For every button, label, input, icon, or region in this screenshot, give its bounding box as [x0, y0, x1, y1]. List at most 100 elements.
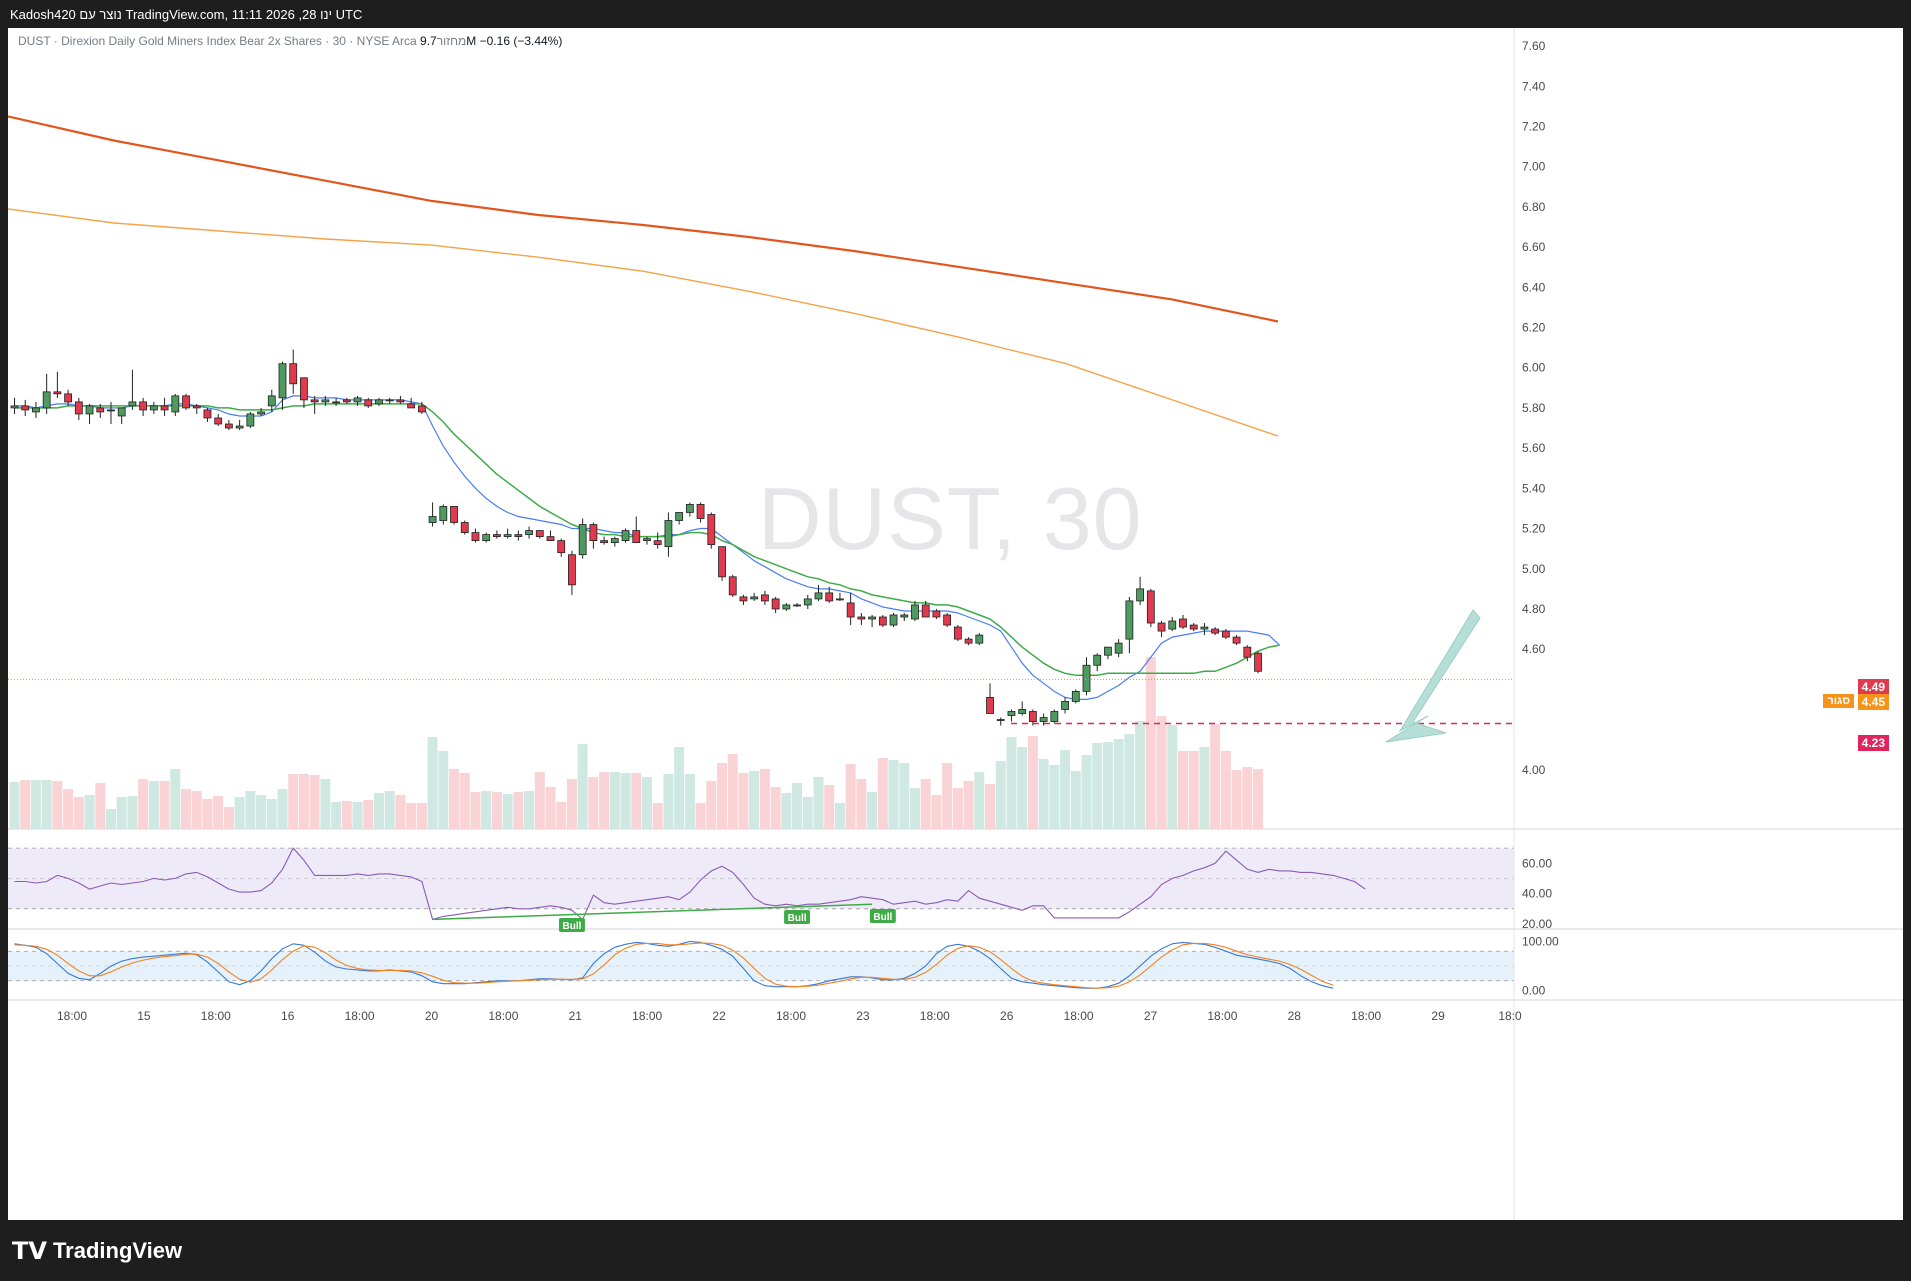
candle [1093, 653, 1102, 672]
candle-body [1243, 646, 1252, 658]
candle [1189, 623, 1198, 632]
volume-bar [781, 793, 792, 829]
candle-body [857, 616, 866, 620]
stoch-tick-label: 100.00 [1522, 934, 1559, 948]
candle-body [911, 604, 919, 620]
volume-bar [416, 803, 427, 829]
candle-body [878, 616, 887, 626]
time-tick-label: 23 [856, 1009, 870, 1023]
candle-body [224, 423, 233, 429]
candle-body [1104, 646, 1112, 656]
volume-bar [1242, 767, 1253, 829]
candle [932, 608, 941, 620]
candle [471, 528, 480, 543]
time-tick-label: 18:00 [345, 1009, 375, 1023]
bull-label-box [558, 918, 585, 932]
prev-close-tag: 4.45 [1857, 694, 1889, 710]
candle [578, 518, 587, 559]
time-tick-label: 18:00 [1351, 1009, 1381, 1023]
candle-body [1189, 624, 1198, 630]
candle [535, 530, 544, 539]
candle [793, 602, 801, 607]
symbol-watermark: DUST, 30 [758, 469, 1143, 568]
candle-body [32, 407, 40, 413]
candle-body [846, 602, 855, 618]
candle [1071, 689, 1080, 704]
candle [825, 586, 834, 603]
candles-layer [10, 349, 1280, 726]
volume-bar [620, 773, 631, 829]
candle [450, 506, 458, 525]
candle [439, 504, 448, 525]
price-tick-label: 4.00 [1522, 763, 1546, 777]
volume-bar [459, 773, 470, 829]
candle [1232, 635, 1241, 646]
candle [1221, 629, 1230, 640]
rsi-pane: Bull Bull Bull [8, 847, 1514, 932]
candle [868, 614, 876, 628]
price-tick-label: 5.20 [1522, 522, 1546, 536]
volume-bar [202, 799, 213, 829]
candle-body [546, 536, 555, 542]
candle-body [1146, 590, 1155, 624]
chart-area[interactable]: Bull Bull Bull 7.60 7.40 7.20 7.00 6.80 6.60 6.4… [8, 28, 1903, 1220]
candle-body [96, 407, 105, 413]
candle [128, 369, 137, 410]
volume-bar [663, 774, 674, 829]
volume-bar [1220, 751, 1231, 829]
candle-body [932, 610, 941, 618]
candle-body [793, 604, 801, 607]
volume-bar [1253, 769, 1264, 829]
tradingview-logo-icon: 𝗧𝗩 [12, 1237, 47, 1265]
bull-divergence-marker: Bull [558, 918, 585, 932]
candle [74, 397, 83, 420]
legend-volume-label: מחזור [436, 34, 467, 48]
ma-long-red-line [8, 115, 1279, 323]
candle [921, 600, 930, 618]
candle [1050, 709, 1059, 724]
volume-bar [1081, 755, 1092, 829]
arrow-shape [1385, 609, 1481, 743]
candle-body [814, 592, 823, 600]
candle [953, 625, 962, 642]
volume-bar [1188, 751, 1199, 829]
candle [996, 717, 1005, 726]
bull-label-text: Bull [562, 921, 581, 932]
candle [482, 532, 491, 543]
volume-bar [813, 777, 824, 829]
chart-canvas[interactable]: Bull Bull Bull 7.60 7.40 7.20 7.00 6.80 6.60 6.4… [8, 28, 1903, 1220]
candle-body [1168, 620, 1177, 630]
volume-bar [159, 781, 170, 829]
candle-body [610, 538, 619, 544]
candle-body [492, 534, 501, 537]
candle [653, 532, 662, 549]
candle [160, 397, 169, 416]
candle [300, 377, 308, 408]
candle [911, 600, 919, 622]
price-tick-label: 6.60 [1522, 240, 1546, 254]
candle [353, 395, 362, 406]
candle [192, 403, 201, 414]
candle [771, 596, 780, 613]
candle-body [300, 377, 308, 401]
volume-bar [867, 792, 878, 829]
volume-bar [181, 789, 192, 829]
candle [621, 528, 630, 543]
candle-body [578, 524, 587, 556]
candle [761, 590, 769, 605]
ma-long-orange-line [8, 208, 1279, 437]
volume-bar [170, 769, 181, 829]
volume-bar [588, 777, 599, 829]
volume-bar [695, 803, 706, 829]
candle-body [1232, 636, 1241, 644]
volume-bar [116, 797, 127, 829]
volume-bar [256, 795, 267, 829]
symbol-legend[interactable]: DUST · Direxion Daily Gold Miners Index … [18, 34, 563, 48]
candle [525, 526, 533, 539]
volume-bar [449, 769, 460, 829]
volume-bar [30, 780, 41, 829]
tradingview-logo[interactable]: 𝗧𝗩 TradingView [12, 1236, 182, 1266]
candle-body [107, 409, 115, 412]
candle [396, 395, 405, 404]
candle [342, 397, 351, 404]
